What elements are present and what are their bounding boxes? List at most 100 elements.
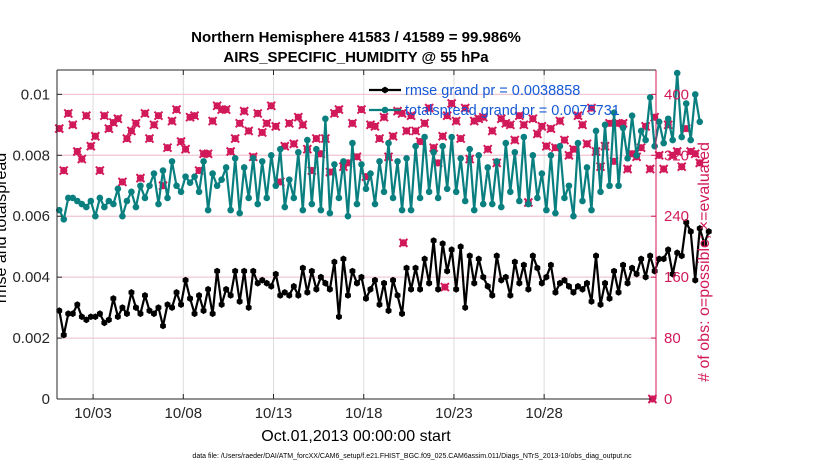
obs-possible-cross — [406, 110, 416, 121]
rmse-point — [277, 292, 284, 299]
totalspread-point — [362, 185, 370, 193]
totalspread-point — [101, 203, 108, 211]
rmse-point — [602, 279, 608, 287]
y-tick-label-right: 0 — [664, 391, 672, 408]
totalspread-point — [583, 164, 591, 171]
totalspread-point — [164, 194, 171, 202]
obs-possible-cross — [86, 141, 96, 151]
rmse-point — [69, 310, 76, 318]
rmse-point — [629, 264, 635, 272]
obs-possible-cross — [388, 131, 398, 141]
y-tick-label-right: 240 — [664, 208, 689, 225]
obs-possible-cross — [203, 149, 213, 159]
rmse-point — [317, 273, 324, 281]
totalspread-point — [479, 200, 487, 208]
totalspread-point — [497, 203, 505, 211]
obs-possible-cross — [577, 120, 588, 130]
obs-possible-cross — [645, 164, 655, 174]
rmse-point — [114, 313, 121, 321]
obs-evaluated-cross — [398, 238, 409, 248]
rmse-point — [687, 228, 694, 235]
obs-possible-cross — [487, 126, 497, 136]
rmse-point — [160, 322, 166, 330]
rmse-point — [56, 307, 63, 315]
totalspread-point — [466, 145, 474, 153]
rmse-point — [236, 298, 243, 305]
totalspread-point — [655, 118, 663, 126]
rmse-point — [430, 237, 437, 244]
totalspread-point — [624, 155, 631, 162]
totalspread-point — [96, 194, 104, 202]
obs-possible-cross — [690, 149, 700, 159]
totalspread-point — [83, 203, 90, 211]
totalspread-point — [304, 136, 311, 144]
obs-possible-cross — [81, 110, 92, 121]
rmse-point — [696, 225, 703, 232]
obs-possible-cross — [113, 114, 123, 124]
obs-possible-cross — [546, 123, 556, 134]
totalspread-point — [673, 69, 681, 77]
totalspread-point — [507, 188, 514, 196]
rmse-point — [363, 295, 369, 302]
totalspread-point — [137, 182, 144, 190]
obs-possible-cross — [122, 133, 132, 144]
obs-possible-cross — [176, 136, 186, 147]
totalspread-point — [628, 112, 636, 119]
totalspread-point — [412, 142, 419, 150]
obs-possible-cross — [379, 112, 389, 122]
totalspread-point — [87, 197, 95, 205]
totalspread-point — [290, 194, 298, 202]
rmse-point — [349, 267, 356, 275]
totalspread-point — [475, 151, 483, 159]
rmse-point — [647, 252, 654, 260]
obs-possible-cross — [586, 103, 597, 113]
totalspread-point — [687, 136, 695, 144]
y-tick-label-right: 400 — [664, 86, 689, 103]
obs-possible-cross — [347, 118, 358, 129]
obs-possible-cross — [289, 139, 299, 149]
rmse-point — [385, 307, 392, 315]
totalspread-point — [619, 124, 627, 132]
chart-subtitle: AIRS_SPECIFIC_HUMIDITY @ 55 hPa — [223, 49, 489, 66]
totalspread-point — [651, 142, 658, 150]
obs-possible-cross — [99, 110, 110, 121]
rmse-point — [178, 301, 184, 308]
rmse-point — [227, 292, 234, 299]
totalspread-point — [601, 121, 609, 129]
totalspread-point — [561, 194, 568, 202]
rmse-point — [381, 279, 387, 287]
rmse-point — [187, 295, 193, 302]
rmse-point — [281, 289, 288, 296]
totalspread-point — [660, 139, 667, 147]
totalspread-point — [511, 148, 519, 156]
totalspread-point — [394, 158, 401, 165]
totalspread-point — [209, 170, 216, 177]
totalspread-point — [236, 209, 243, 217]
rmse-point — [74, 301, 81, 308]
plot-area — [54, 69, 712, 404]
totalspread-point — [430, 148, 437, 156]
totalspread-point — [200, 158, 207, 165]
totalspread-point — [340, 158, 347, 165]
totalspread-point — [254, 200, 262, 208]
rmse-point — [543, 273, 550, 281]
totalspread-point — [516, 197, 523, 205]
totalspread-point — [358, 161, 365, 168]
totalspread-point — [398, 206, 406, 214]
totalspread-point — [376, 158, 383, 165]
obs-possible-cross — [410, 126, 421, 136]
x-tick-label: 10/18 — [345, 405, 383, 422]
legend-marker-rmse — [382, 86, 388, 94]
rmse-point — [142, 292, 148, 299]
totalspread-point — [132, 203, 140, 211]
rmse-point — [606, 295, 613, 302]
totalspread-point — [552, 209, 559, 217]
rmse-point — [529, 252, 536, 260]
obs-possible-cross — [437, 131, 448, 141]
rmse-point — [615, 289, 622, 296]
y-tick-label-left: 0 — [42, 391, 50, 408]
x-axis: 10/03 10/08 10/13 10/18 10/23 10/28 — [57, 69, 656, 422]
rmse-point — [444, 267, 451, 275]
rmse-point — [218, 301, 225, 308]
obs-possible-cross — [483, 144, 493, 154]
